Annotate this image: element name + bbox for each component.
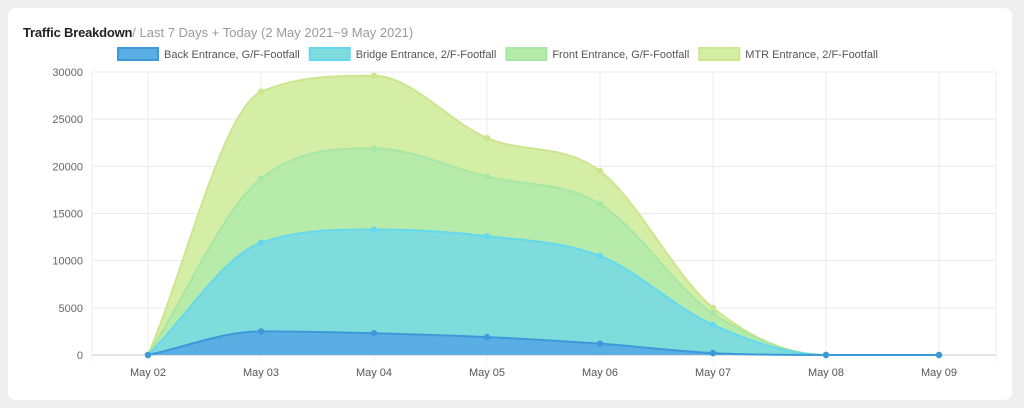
data-point[interactable] <box>257 328 265 335</box>
legend-swatch <box>505 47 548 61</box>
y-tick-label: 0 <box>77 350 83 362</box>
x-tick-label: May 09 <box>921 367 957 379</box>
data-point[interactable] <box>596 252 604 260</box>
chart-header: Traffic Breakdown/ Last 7 Days + Today (… <box>23 25 413 40</box>
data-point[interactable] <box>483 134 491 142</box>
chart-grid <box>91 71 997 361</box>
data-point[interactable] <box>709 304 717 312</box>
y-tick-label: 5000 <box>59 303 83 315</box>
y-tick-label: 30000 <box>52 67 83 79</box>
data-point[interactable] <box>483 232 491 240</box>
y-tick-label: 20000 <box>52 161 83 173</box>
y-tick-label: 25000 <box>52 114 83 126</box>
data-point[interactable] <box>709 349 717 357</box>
chart-title: Traffic Breakdown <box>23 25 133 40</box>
chart-axes: 0 5000 10000 15000 20000 25000 30000 May 02 May … <box>52 67 957 379</box>
x-tick-label: May 02 <box>130 367 166 379</box>
data-point[interactable] <box>596 167 604 175</box>
legend-label: Back Entrance, G/F-Footfall <box>164 49 300 61</box>
x-tick-label: May 06 <box>582 367 618 379</box>
legend-item[interactable]: MTR Entrance, 2/F-Footfall <box>698 47 878 61</box>
chart-subtitle: / Last 7 Days + Today (2 May 2021~9 May … <box>132 25 414 40</box>
data-point[interactable] <box>483 173 491 180</box>
data-point[interactable] <box>370 72 378 79</box>
legend-item[interactable]: Bridge Entrance, 2/F-Footfall <box>308 47 497 61</box>
legend-swatch <box>117 47 159 61</box>
data-point[interactable] <box>370 145 378 152</box>
legend-item[interactable]: Back Entrance, G/F-Footfall <box>117 47 300 61</box>
x-tick-label: May 07 <box>695 367 731 379</box>
data-point[interactable] <box>144 351 152 359</box>
legend-label: Front Entrance, G/F-Footfall <box>552 49 689 61</box>
legend-item[interactable]: Front Entrance, G/F-Footfall <box>505 47 689 61</box>
legend-swatch <box>698 47 741 61</box>
x-tick-label: May 05 <box>469 367 505 379</box>
chart-areas <box>147 74 939 356</box>
data-point[interactable] <box>596 200 604 208</box>
y-tick-label: 15000 <box>52 209 83 221</box>
data-point[interactable] <box>709 310 717 317</box>
area-bridge-entrance-2-f-footfall <box>148 229 939 355</box>
data-point[interactable] <box>257 175 265 182</box>
area-back-entrance-g-f-footfall <box>148 331 939 355</box>
x-tick-label: May 03 <box>243 367 279 379</box>
data-point[interactable] <box>822 351 830 359</box>
data-point[interactable] <box>257 239 265 246</box>
data-point[interactable] <box>709 321 717 329</box>
x-tick-label: May 08 <box>808 367 844 379</box>
data-point[interactable] <box>370 330 378 337</box>
data-point[interactable] <box>370 226 378 233</box>
legend-label: Bridge Entrance, 2/F-Footfall <box>356 49 497 61</box>
data-point[interactable] <box>483 333 491 341</box>
legend-swatch <box>308 47 351 61</box>
x-tick-label: May 04 <box>356 367 392 379</box>
line-back-entrance-g-f-footfall <box>147 330 939 356</box>
legend-label: MTR Entrance, 2/F-Footfall <box>745 49 878 61</box>
data-point[interactable] <box>596 340 604 347</box>
data-point[interactable] <box>257 88 265 96</box>
chart-points <box>144 72 943 359</box>
data-point[interactable] <box>935 351 943 359</box>
chart-legend: Back Entrance, G/F-Footfall Bridge Entran… <box>117 47 878 61</box>
y-tick-label: 10000 <box>52 256 83 268</box>
